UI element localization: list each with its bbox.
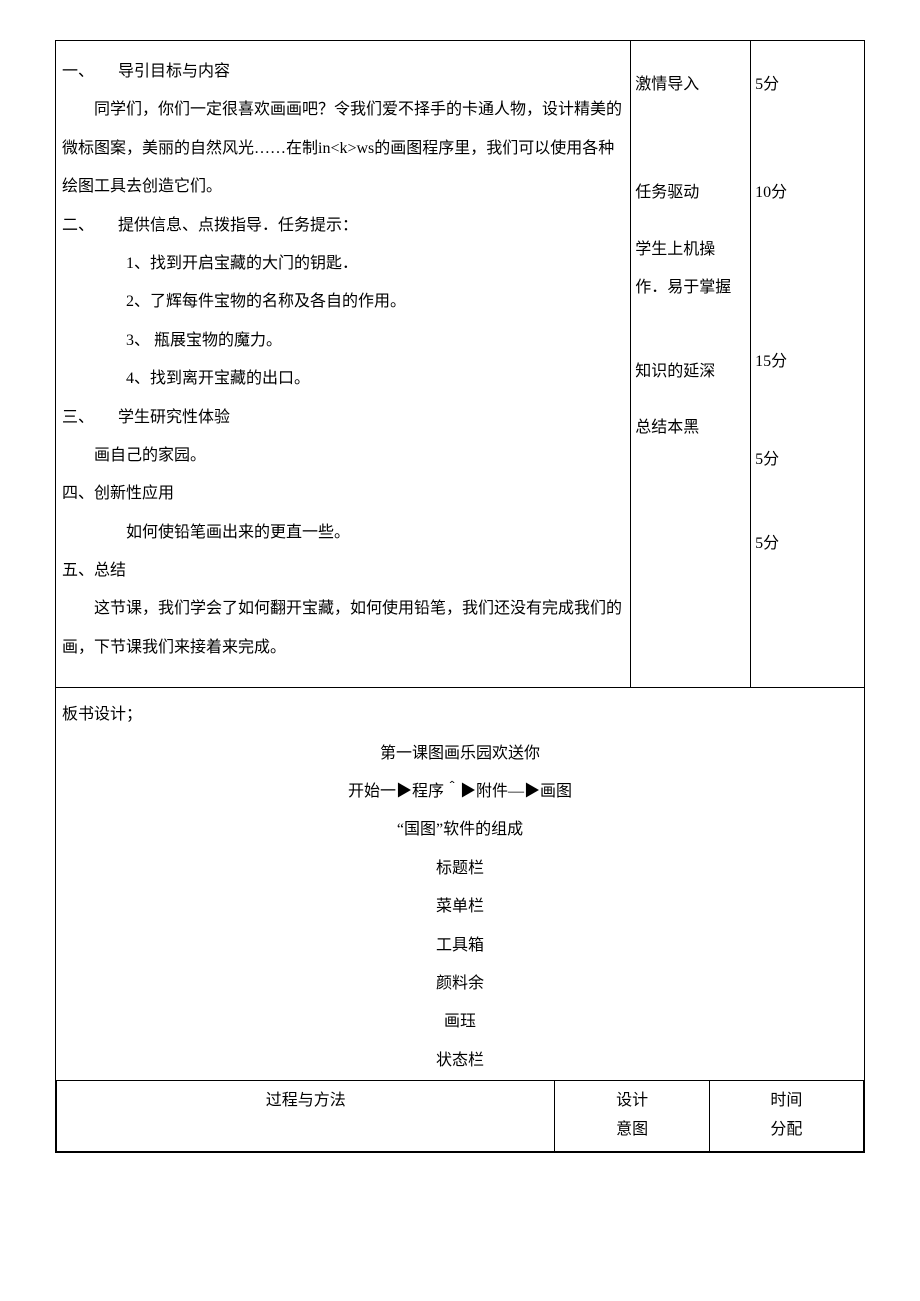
spacer [635, 391, 746, 409]
time-allocation-col: 5分 10分 15分 5分 5分 [751, 41, 864, 571]
time-allocation-cell: 5分 10分 15分 5分 5分 [751, 41, 865, 688]
lesson-plan-table: 一、 导引目标与内容 同学们，你们一定很喜欢画画吧？令我们爱不择手的卡通人物，设… [55, 40, 865, 1153]
design-item-4: 知识的延深 [635, 353, 746, 391]
board-line-1: 第一课图画乐园欢送你 [62, 735, 858, 773]
time-item-5: 5分 [755, 525, 860, 563]
main-content-cell: 一、 导引目标与内容 同学们，你们一定很喜欢画画吧？令我们爱不择手的卡通人物，设… [56, 41, 631, 688]
inner-header-time-b: 分配 [714, 1116, 859, 1145]
board-line-9: 状态栏 [62, 1042, 858, 1080]
design-item-1: 激情导入 [635, 66, 746, 104]
section2-item2: 2、了辉每件宝物的名称及各自的作用。 [62, 283, 622, 321]
time-item-3: 15分 [755, 343, 860, 381]
inner-header-time-a: 时间 [714, 1087, 859, 1116]
section2-item3: 3、 瓶展宝物的魔力。 [62, 322, 622, 360]
board-line-7: 颜料余 [62, 965, 858, 1003]
spacer [755, 213, 860, 343]
design-item-5: 总结本黑 [635, 409, 746, 447]
board-line-4: 标题栏 [62, 850, 858, 888]
inner-header-table: 过程与方法 设计 意图 时间 分配 [56, 1080, 864, 1152]
main-content: 一、 导引目标与内容 同学们，你们一定很喜欢画画吧？令我们爱不择手的卡通人物，设… [56, 41, 630, 687]
inner-header-time: 时间 分配 [709, 1081, 863, 1152]
section2-item4: 4、找到离开宝藏的出口。 [62, 360, 622, 398]
section2-item1: 1、找到开启宝藏的大门的钥匙． [62, 245, 622, 283]
time-item-2: 10分 [755, 174, 860, 212]
board-line-2: 开始一▶程序＾▶附件—▶画图 [62, 773, 858, 811]
section4-title: 四、创新性应用 [62, 475, 622, 513]
spacer [635, 308, 746, 353]
inner-header-process: 过程与方法 [57, 1081, 555, 1152]
spacer [755, 381, 860, 441]
section2-title: 二、 提供信息、点拨指导．任务提示： [62, 207, 622, 245]
spacer [755, 104, 860, 174]
section3-para: 画自己的家园。 [62, 437, 622, 475]
design-intent-col: 激情导入 任务驱动 学生上机操作．易于掌握 知识的延深 总结本黑 [631, 41, 750, 455]
design-item-2: 任务驱动 [635, 174, 746, 212]
inner-header-design-b: 意图 [559, 1116, 704, 1145]
section4-para: 如何使铅笔画出来的更直一些。 [62, 514, 622, 552]
board-design-cell: 板书设计； 第一课图画乐园欢送你 开始一▶程序＾▶附件—▶画图 “国图”软件的组… [56, 688, 865, 1153]
section5-para: 这节课，我们学会了如何翻开宝藏，如何使用铅笔，我们还没有完成我们的画，下节课我们… [62, 590, 622, 667]
section1-title: 一、 导引目标与内容 [62, 53, 622, 91]
design-item-3: 学生上机操作．易于掌握 [635, 231, 746, 308]
board-line-8: 画珏 [62, 1003, 858, 1041]
time-item-4: 5分 [755, 441, 860, 479]
time-item-1: 5分 [755, 66, 860, 104]
inner-header-design: 设计 意图 [555, 1081, 709, 1152]
spacer [635, 104, 746, 174]
board-title: 板书设计； [62, 696, 858, 734]
board-line-6: 工具箱 [62, 927, 858, 965]
section3-title: 三、 学生研究性体验 [62, 399, 622, 437]
board-line-3: “国图”软件的组成 [62, 811, 858, 849]
inner-header-design-a: 设计 [559, 1087, 704, 1116]
section1-para: 同学们，你们一定很喜欢画画吧？令我们爱不择手的卡通人物，设计精美的微标图案，美丽… [62, 91, 622, 206]
section5-title: 五、总结 [62, 552, 622, 590]
spacer [635, 213, 746, 231]
spacer [755, 480, 860, 525]
board-design-section: 板书设计； 第一课图画乐园欢送你 开始一▶程序＾▶附件—▶画图 “国图”软件的组… [56, 688, 864, 1080]
design-intent-cell: 激情导入 任务驱动 学生上机操作．易于掌握 知识的延深 总结本黑 [631, 41, 751, 688]
board-line-5: 菜单栏 [62, 888, 858, 926]
